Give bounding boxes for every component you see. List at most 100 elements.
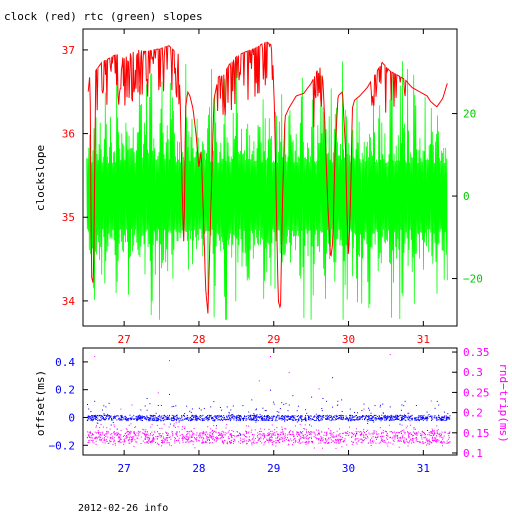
offset-point: [298, 419, 300, 421]
rndtrip-point: [296, 431, 298, 433]
offset-point: [397, 418, 398, 420]
rndtrip-point: [321, 437, 323, 439]
rndtrip-point: [222, 434, 224, 436]
rndtrip-point: [433, 434, 435, 436]
offset-point: [375, 419, 377, 421]
rndtrip-point: [330, 432, 332, 434]
rndtrip-point: [380, 440, 382, 442]
offset-point: [416, 419, 418, 421]
rndtrip-point: [320, 440, 322, 441]
offset-point: [329, 415, 330, 417]
rndtrip-point: [106, 438, 108, 440]
y-tick-label: 0.4: [55, 356, 75, 369]
rndtrip-point: [325, 439, 327, 441]
rndtrip-point: [237, 435, 239, 437]
rndtrip-point: [100, 440, 102, 442]
rndtrip-point: [355, 435, 357, 436]
rndtrip-point: [215, 441, 217, 443]
offset-point: [290, 418, 291, 420]
offset-point: [445, 415, 447, 417]
offset-point: [361, 418, 363, 420]
rndtrip-point: [160, 436, 162, 438]
offset-outlier: [311, 396, 313, 398]
offset-point: [299, 416, 301, 417]
offset-point: [137, 415, 139, 417]
rndtrip-point: [187, 440, 189, 442]
rndtrip-point: [140, 443, 142, 444]
offset-point: [102, 417, 104, 419]
offset-point: [380, 417, 382, 419]
rndtrip-point: [244, 436, 246, 437]
rndtrip-point: [313, 431, 315, 433]
offset-point: [253, 417, 255, 419]
rndtrip-point: [119, 436, 121, 438]
rndtrip-point: [435, 441, 437, 443]
offset-point: [255, 409, 257, 411]
y2-tick-label: 0.1: [463, 447, 483, 460]
rndtrip-point: [167, 434, 169, 436]
rndtrip-point: [164, 438, 166, 440]
offset-point: [301, 415, 303, 417]
rndtrip-point: [167, 432, 169, 434]
offset-point: [285, 403, 287, 405]
offset-point: [387, 417, 389, 419]
offset-point: [195, 417, 197, 419]
rndtrip-point: [341, 432, 343, 434]
offset-point: [425, 417, 427, 418]
rndtrip-point: [147, 442, 149, 444]
y-tick-label: 34: [62, 295, 76, 308]
rndtrip-point: [190, 437, 192, 439]
y2-tick-label: −20: [463, 273, 483, 286]
rndtrip-point: [276, 427, 278, 429]
offset-point: [136, 420, 138, 422]
rndtrip-point: [91, 434, 93, 436]
offset-point: [397, 418, 399, 420]
offset-point: [202, 414, 204, 416]
offset-point: [297, 416, 298, 417]
offset-point: [110, 415, 112, 417]
rndtrip-point: [206, 431, 208, 433]
offset-point: [374, 405, 376, 407]
offset-point: [426, 418, 428, 420]
offset-point: [440, 419, 442, 421]
rndtrip-point: [226, 423, 228, 425]
offset-point: [256, 416, 258, 418]
rndtrip-point: [181, 433, 183, 435]
rndtrip-point: [207, 436, 208, 438]
rndtrip-point: [202, 430, 204, 432]
offset-point: [408, 417, 410, 419]
rndtrip-point: [280, 434, 281, 435]
offset-point: [228, 418, 230, 420]
rndtrip-point: [405, 438, 407, 440]
offset-point: [226, 406, 228, 408]
rndtrip-point: [99, 438, 101, 440]
offset-point: [301, 419, 303, 421]
rndtrip-point: [145, 435, 147, 437]
offset-point: [400, 414, 401, 416]
offset-point: [437, 416, 439, 418]
rndtrip-point: [255, 442, 257, 444]
clock-series: [87, 41, 448, 314]
rndtrip-point: [294, 425, 296, 427]
rndtrip-point: [421, 442, 423, 444]
rndtrip-point: [147, 433, 149, 435]
offset-point: [361, 410, 363, 411]
rndtrip-point: [287, 437, 288, 439]
rndtrip-point: [417, 431, 419, 433]
rndtrip-point: [345, 435, 347, 436]
rndtrip-point: [398, 446, 400, 448]
offset-point: [251, 415, 253, 417]
offset-point: [265, 418, 267, 420]
rndtrip-point: [162, 441, 164, 443]
rndtrip-point: [222, 441, 224, 443]
rndtrip-point: [398, 439, 399, 441]
rndtrip-point: [99, 427, 101, 429]
offset-point: [262, 419, 264, 421]
rndtrip-point: [270, 439, 272, 441]
offset-point: [273, 401, 274, 403]
offset-point: [196, 419, 198, 421]
offset-point: [87, 415, 89, 417]
offset-point: [346, 417, 348, 419]
offset-point: [253, 416, 255, 418]
rndtrip-point: [166, 437, 168, 439]
